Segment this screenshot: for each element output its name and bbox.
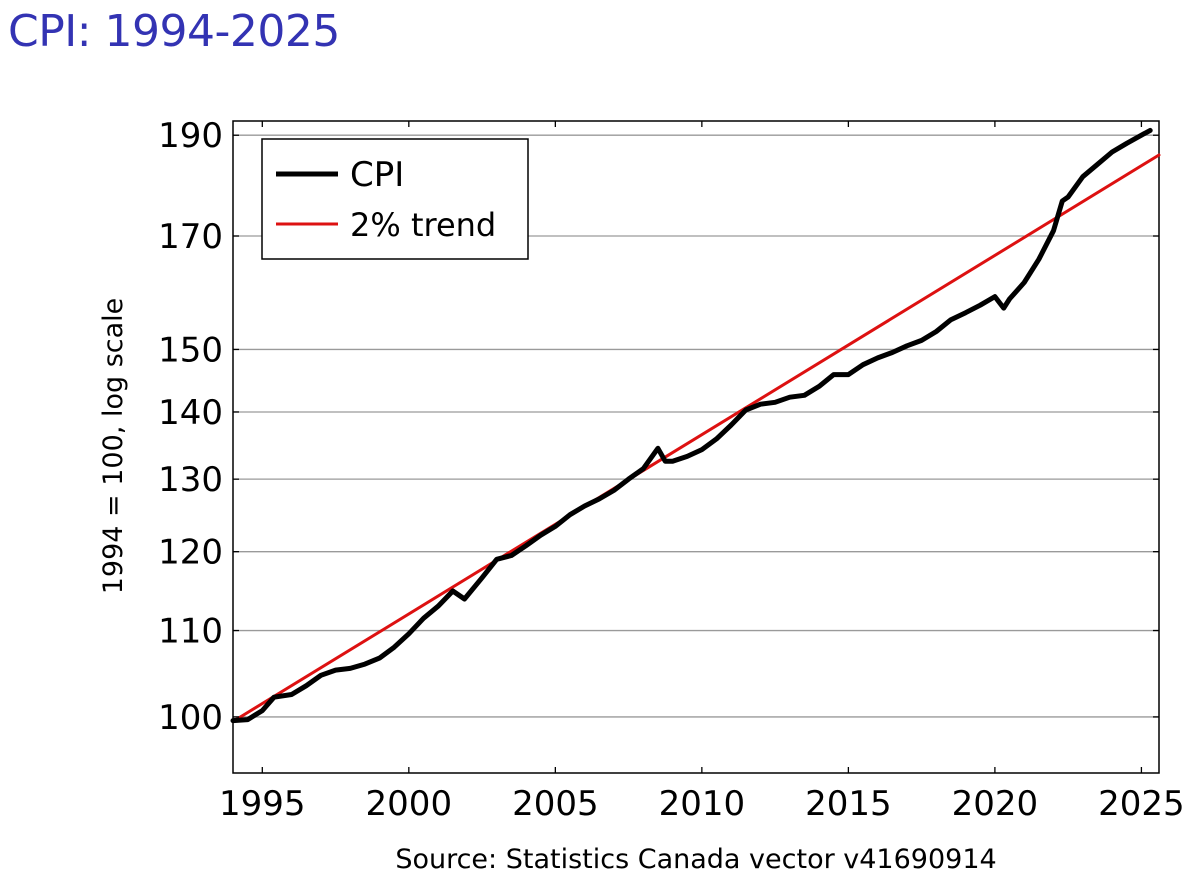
legend: CPI 2% trend bbox=[261, 138, 529, 260]
y-tick-label-170: 170 bbox=[158, 217, 223, 257]
x-tick-label-2010: 2010 bbox=[659, 784, 746, 824]
y-tick-label-150: 150 bbox=[158, 330, 223, 370]
legend-box bbox=[261, 138, 529, 260]
legend-label-cpi: CPI bbox=[350, 155, 404, 195]
x-tick-label-2025: 2025 bbox=[1098, 784, 1185, 824]
y-tick-label-140: 140 bbox=[158, 393, 223, 433]
x-tick-label-2000: 2000 bbox=[366, 784, 453, 824]
x-tick-label-2020: 2020 bbox=[952, 784, 1039, 824]
page-title: CPI: 1994-2025 bbox=[8, 6, 340, 57]
plot-frame bbox=[232, 120, 1160, 774]
legend-label-trend: 2% trend bbox=[350, 206, 496, 244]
y-axis-label: 1994 = 100, log scale bbox=[98, 298, 129, 595]
series-line-cpi bbox=[230, 127, 1153, 724]
y-tick-label-130: 130 bbox=[158, 460, 223, 500]
series-layer bbox=[230, 127, 1161, 724]
y-tick-label-110: 110 bbox=[158, 612, 223, 652]
x-tick-label-1995: 1995 bbox=[219, 784, 306, 824]
series-line-trend bbox=[231, 153, 1161, 723]
y-tick-label-100: 100 bbox=[158, 698, 223, 738]
source-note: Source: Statistics Canada vector v416909… bbox=[395, 844, 996, 875]
y-tick-label-190: 190 bbox=[158, 116, 223, 156]
tick-labels: 100 110 120 130 140 150 170 190 1995 2000 2005 2010… bbox=[158, 116, 1185, 824]
grid-lines bbox=[233, 134, 1159, 718]
x-tick-label-2005: 2005 bbox=[512, 784, 599, 824]
x-tick-label-2015: 2015 bbox=[805, 784, 892, 824]
y-tick-label-120: 120 bbox=[158, 533, 223, 573]
